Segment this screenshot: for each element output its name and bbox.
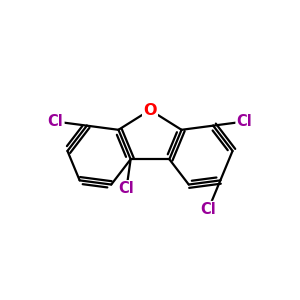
Text: Cl: Cl bbox=[48, 114, 64, 129]
Text: Cl: Cl bbox=[118, 181, 134, 196]
Text: Cl: Cl bbox=[200, 202, 216, 217]
Text: O: O bbox=[143, 103, 157, 118]
Text: Cl: Cl bbox=[236, 114, 252, 129]
